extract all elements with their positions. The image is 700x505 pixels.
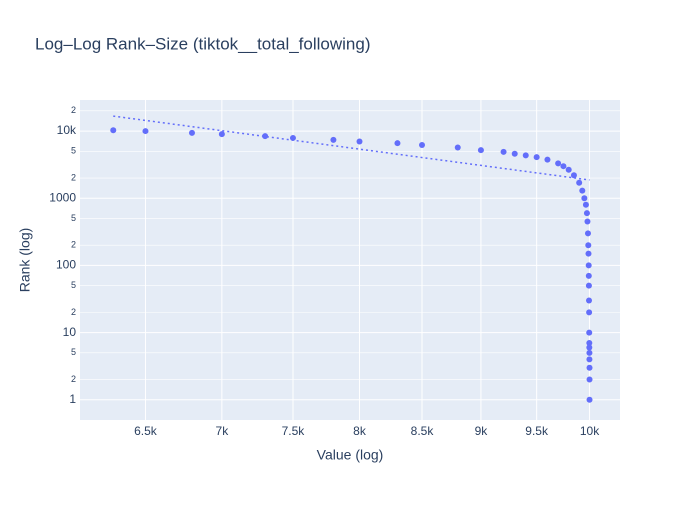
point: [522, 152, 529, 159]
y-tick-label: 2: [71, 374, 76, 384]
x-tick-label: 8.5k: [411, 424, 435, 438]
x-tick-label: 10k: [580, 424, 600, 438]
y-tick-label: 5: [71, 146, 76, 156]
y-tick-label: 1000: [49, 190, 76, 204]
point: [585, 282, 592, 289]
y-tick-label: 2: [71, 172, 76, 182]
point: [454, 144, 461, 151]
point: [110, 127, 117, 134]
point: [555, 160, 562, 167]
point: [585, 262, 592, 269]
x-tick-label: 7.5k: [282, 424, 306, 438]
point: [533, 154, 540, 161]
point: [582, 201, 589, 208]
point: [585, 250, 592, 257]
x-axis-title: Value (log): [317, 447, 384, 463]
point: [188, 129, 195, 136]
point: [419, 142, 426, 149]
x-tick-label: 8k: [353, 424, 367, 438]
chart-title: Log–Log Rank–Size (tiktok__total_followi…: [35, 34, 370, 53]
x-tick-label: 9.5k: [525, 424, 549, 438]
point: [394, 140, 401, 147]
point: [586, 329, 593, 336]
x-tick-label: 9k: [475, 424, 489, 438]
point: [584, 230, 591, 237]
x-tick-label: 6.5k: [134, 424, 158, 438]
point: [576, 179, 583, 186]
point: [500, 148, 507, 155]
point: [584, 218, 591, 225]
point: [477, 147, 484, 154]
y-tick-label: 2: [71, 240, 76, 250]
point: [586, 340, 593, 347]
point: [586, 297, 593, 304]
point: [586, 309, 593, 316]
point: [583, 210, 590, 217]
point: [585, 272, 592, 279]
point: [579, 187, 586, 194]
point: [570, 172, 577, 179]
point: [586, 376, 593, 383]
y-tick-label: 2: [71, 105, 76, 115]
y-tick-label: 10k: [57, 123, 77, 137]
point: [142, 128, 149, 135]
point: [581, 195, 588, 202]
plot-background: [80, 100, 620, 420]
point: [586, 344, 593, 351]
point: [586, 356, 593, 363]
point: [289, 134, 296, 141]
point: [585, 242, 592, 249]
y-tick-label: 5: [71, 213, 76, 223]
point: [356, 138, 363, 145]
point: [511, 150, 518, 157]
point: [586, 349, 593, 356]
point: [586, 364, 593, 371]
y-tick-label: 5: [71, 347, 76, 357]
y-tick-label: 10: [63, 325, 77, 339]
y-tick-label: 1: [69, 392, 76, 406]
point: [560, 163, 567, 170]
point: [586, 396, 593, 403]
point: [262, 133, 269, 140]
point: [565, 166, 572, 173]
y-tick-label: 100: [56, 258, 76, 272]
y-tick-label: 2: [71, 307, 76, 317]
point: [218, 131, 225, 138]
y-tick-label: 5: [71, 280, 76, 290]
fit-line: [113, 115, 590, 181]
point: [330, 136, 337, 143]
y-axis-title: Rank (log): [17, 228, 33, 293]
x-tick-label: 7k: [216, 424, 230, 438]
point: [544, 156, 551, 163]
